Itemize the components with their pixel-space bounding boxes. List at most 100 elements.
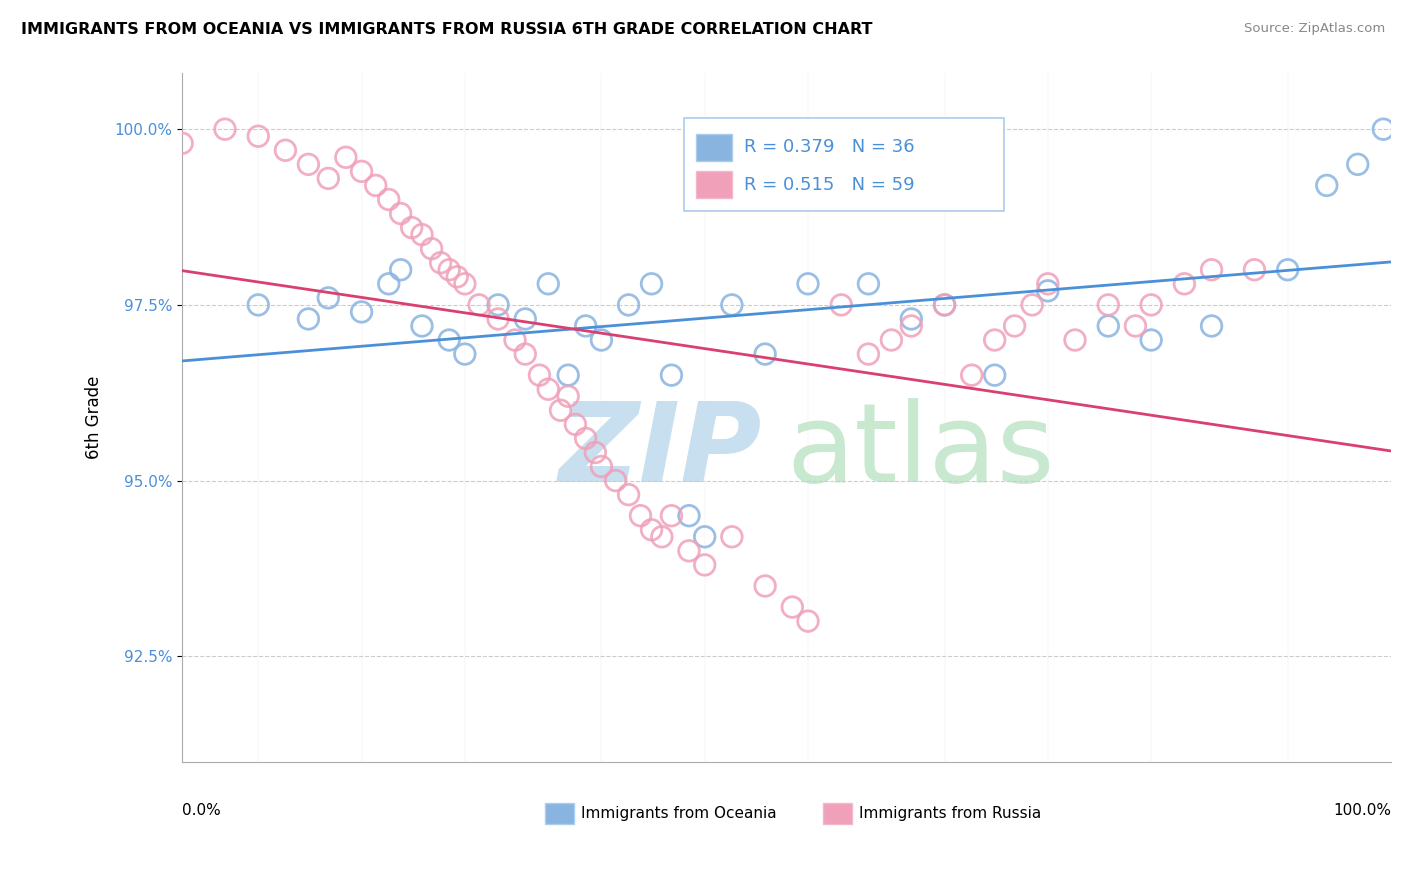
Point (468, 298, 491, 312)
Point (411, 318, 433, 333)
Point (1173, 277, 1195, 291)
Point (640, 277, 662, 291)
Point (389, 262, 412, 277)
Text: Source: ZipAtlas.com: Source: ZipAtlas.com (1244, 22, 1385, 36)
Point (678, 508, 700, 523)
Point (591, 333, 613, 347)
Point (318, 171, 340, 186)
Point (274, 143, 297, 157)
Point (172, 136, 194, 151)
Point (214, 122, 236, 136)
Point (630, 508, 652, 523)
Point (1277, 262, 1299, 277)
Point (437, 333, 460, 347)
Text: IMMIGRANTS FROM OCEANIA VS IMMIGRANTS FROM RUSSIA 6TH GRADE CORRELATION CHART: IMMIGRANTS FROM OCEANIA VS IMMIGRANTS FR… (21, 22, 873, 37)
Point (486, 298, 509, 312)
Text: Immigrants from Russia: Immigrants from Russia (859, 805, 1042, 821)
Point (437, 262, 460, 277)
Point (377, 277, 399, 291)
Text: 0.0%: 0.0% (183, 803, 221, 818)
Point (934, 298, 956, 312)
Point (1097, 298, 1119, 312)
Point (297, 157, 319, 171)
Point (960, 368, 983, 383)
FancyBboxPatch shape (823, 803, 852, 823)
Y-axis label: 6th Grade: 6th Grade (86, 376, 103, 459)
Point (454, 347, 477, 361)
Point (297, 312, 319, 326)
Point (350, 164, 373, 178)
Point (661, 368, 683, 383)
Point (651, 530, 673, 544)
Point (575, 318, 598, 333)
Point (377, 193, 399, 207)
Point (617, 298, 640, 312)
Point (858, 277, 880, 291)
Point (411, 227, 433, 242)
FancyBboxPatch shape (696, 134, 733, 161)
Point (486, 312, 509, 326)
Point (1036, 284, 1059, 298)
Point (529, 368, 551, 383)
Point (934, 298, 956, 312)
Point (401, 220, 423, 235)
FancyBboxPatch shape (696, 170, 733, 198)
Point (364, 178, 387, 193)
Point (1004, 318, 1026, 333)
Point (754, 347, 776, 361)
Point (1064, 333, 1087, 347)
Point (983, 368, 1005, 383)
Text: R = 0.379   N = 36: R = 0.379 N = 36 (744, 137, 915, 156)
Point (429, 256, 451, 270)
Point (693, 530, 716, 544)
Point (1097, 318, 1119, 333)
Point (557, 389, 579, 403)
Point (880, 333, 903, 347)
Point (858, 347, 880, 361)
Point (797, 614, 820, 628)
Text: Immigrants from Oceania: Immigrants from Oceania (581, 805, 776, 821)
Point (503, 333, 526, 347)
Point (900, 318, 922, 333)
Text: R = 0.515   N = 59: R = 0.515 N = 59 (744, 176, 915, 194)
Point (564, 417, 586, 432)
Point (537, 277, 560, 291)
Point (583, 445, 606, 459)
Point (983, 333, 1005, 347)
Point (640, 523, 662, 537)
FancyBboxPatch shape (544, 803, 574, 823)
Point (1036, 277, 1059, 291)
Point (515, 312, 537, 326)
FancyBboxPatch shape (683, 118, 1004, 211)
Point (557, 368, 579, 383)
Point (350, 305, 373, 319)
Point (1201, 262, 1223, 277)
Point (247, 129, 270, 144)
Point (515, 347, 537, 361)
Point (318, 291, 340, 305)
Point (537, 382, 560, 396)
Point (1201, 318, 1223, 333)
Point (900, 312, 922, 326)
Point (420, 242, 443, 256)
Point (454, 277, 477, 291)
Point (1243, 262, 1265, 277)
Point (617, 488, 640, 502)
Point (1140, 333, 1163, 347)
Point (1347, 157, 1369, 171)
Text: atlas: atlas (786, 398, 1054, 505)
Point (550, 403, 572, 417)
Point (721, 298, 744, 312)
Text: ZIP: ZIP (560, 398, 762, 505)
Point (1125, 318, 1147, 333)
Point (1316, 178, 1339, 193)
Point (446, 269, 468, 284)
Point (721, 530, 744, 544)
Point (693, 558, 716, 572)
Point (605, 474, 627, 488)
Text: 100.0%: 100.0% (1333, 803, 1391, 818)
Point (661, 508, 683, 523)
Point (1021, 298, 1043, 312)
Point (247, 298, 270, 312)
Point (1372, 122, 1395, 136)
